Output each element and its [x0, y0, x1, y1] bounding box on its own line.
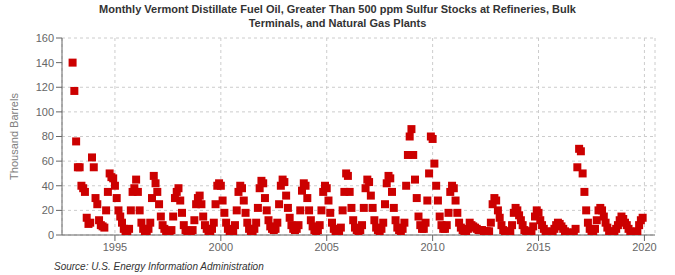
svg-text:1995: 1995 [103, 241, 127, 253]
svg-text:160: 160 [36, 32, 54, 44]
svg-text:Thousand Barrels: Thousand Barrels [8, 93, 20, 180]
html-text:Terminals, and Natural Gas Pla: Terminals, and Natural Gas Plants [248, 17, 427, 29]
svg-text:2005: 2005 [314, 241, 338, 253]
svg-text:2020: 2020 [632, 241, 656, 253]
svg-text:0: 0 [48, 229, 54, 241]
svg-text:60: 60 [42, 155, 54, 167]
svg-text:140: 140 [36, 57, 54, 69]
svg-text:40: 40 [42, 180, 54, 192]
svg-text:100: 100 [36, 106, 54, 118]
svg-text:20: 20 [42, 204, 54, 216]
html-text:Monthly Vermont Distillate Fue: Monthly Vermont Distillate Fuel Oil, Gre… [99, 3, 576, 15]
html-text:Source: U.S. Energy Informatio: Source: U.S. Energy Information Administ… [54, 261, 264, 272]
svg-text:80: 80 [42, 130, 54, 142]
svg-text:2000: 2000 [209, 241, 233, 253]
svg-text:2015: 2015 [526, 241, 550, 253]
svg-text:2010: 2010 [420, 241, 444, 253]
svg-text:120: 120 [36, 81, 54, 93]
